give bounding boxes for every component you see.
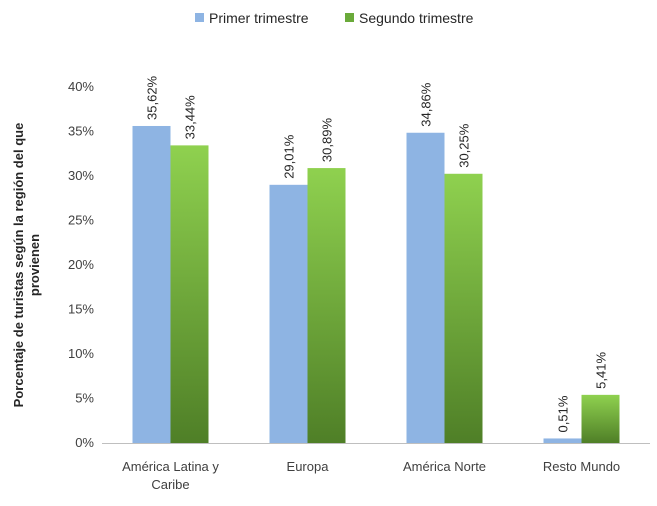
y-tick-label: 15% [68, 302, 94, 317]
category-label: Europa [287, 459, 330, 474]
y-axis-label-line-1: Porcentaje de turistas según la región d… [11, 123, 26, 408]
y-axis-label-line-2: provienen [27, 234, 42, 296]
data-label: 30,25% [457, 123, 472, 168]
y-tick-label: 0% [75, 435, 94, 450]
legend-swatch-primer [195, 13, 204, 22]
data-label: 30,89% [320, 118, 335, 163]
x-axis: América Latina y Caribe Europa América Nort… [122, 459, 620, 492]
bar-primer-trimestre [132, 125, 171, 444]
data-label: 35,62% [145, 75, 160, 120]
data-label: 0,51% [556, 395, 571, 432]
y-tick-label: 40% [68, 79, 94, 94]
y-tick-label: 35% [68, 124, 94, 139]
data-labels: 35,62% 33,44% 29,01% 30,89% 34,86% 30,25% 0,51… [145, 75, 609, 432]
category-label: América Latina y [122, 459, 219, 474]
category-label: América Norte [403, 459, 486, 474]
y-tick-label: 10% [68, 346, 94, 361]
data-label: 34,86% [419, 82, 434, 127]
legend-swatch-segundo [345, 13, 354, 22]
data-label: 29,01% [282, 134, 297, 179]
y-axis-label: Porcentaje de turistas según la región d… [11, 123, 42, 408]
category-label: Resto Mundo [543, 459, 620, 474]
bar-segundo-trimestre [444, 173, 483, 443]
y-tick-label: 20% [68, 257, 94, 272]
bar-segundo-trimestre [307, 168, 346, 444]
y-tick-label: 5% [75, 391, 94, 406]
bar-primer-trimestre [269, 184, 308, 443]
legend-label-primer: Primer trimestre [209, 10, 309, 26]
legend-label-segundo: Segundo trimestre [359, 10, 474, 26]
bar-segundo-trimestre [170, 145, 209, 443]
y-axis: 0% 5% 10% 15% 20% 25% 30% 35% 40% [68, 79, 94, 450]
data-label: 5,41% [594, 352, 609, 389]
y-tick-label: 30% [68, 168, 94, 183]
category-label: Caribe [151, 477, 189, 492]
bar-primer-trimestre [543, 438, 582, 443]
data-label: 33,44% [183, 95, 198, 140]
y-tick-label: 25% [68, 213, 94, 228]
bar-primer-trimestre [406, 132, 445, 443]
bars [132, 125, 620, 444]
legend: Primer trimestre Segundo trimestre [195, 10, 474, 26]
bar-segundo-trimestre [581, 394, 620, 443]
